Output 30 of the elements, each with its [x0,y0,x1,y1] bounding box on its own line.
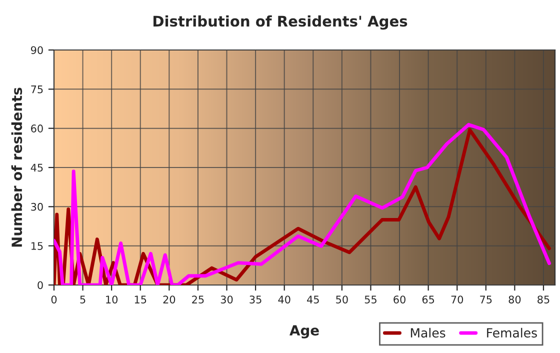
x-tick-label: 70 [451,296,464,304]
x-tick-label: 5 [80,296,86,304]
y-tick-label: 90 [30,46,43,54]
y-tick-label: 30 [31,202,43,211]
x-tick-label: 65 [422,296,434,304]
x-tick-label: 15 [134,296,146,304]
legend-label: Males [410,328,446,338]
x-tick-label: 35 [250,296,262,304]
x-tick-label: 75 [480,296,492,304]
y-tick-label: 75 [31,86,43,94]
x-tick-label: 40 [278,296,290,304]
x-tick-label: 60 [394,296,406,304]
x-tick-label: 85 [538,296,550,304]
x-tick-label: 30 [220,296,233,304]
x-axis-title: Age [290,325,319,338]
x-tick-label: 0 [51,296,57,304]
x-tick-label: 20 [163,296,176,304]
y-tick-label: 60 [31,124,43,132]
x-tick-label: 55 [364,296,376,304]
x-tick-label: 50 [336,296,348,304]
x-tick-label: 10 [106,296,118,304]
x-tick-label: 80 [508,296,521,304]
x-tick-label: 45 [307,296,319,304]
x-tick-label: 25 [192,296,204,304]
chart-title: Distribution of Residents' Ages [154,15,408,30]
legend-label: Females [487,328,537,338]
y-tick-label: 15 [31,242,43,250]
y-tick-label: 45 [30,164,43,172]
y-axis-title: Number of residents [11,88,22,247]
y-tick-label: 0 [38,281,43,290]
